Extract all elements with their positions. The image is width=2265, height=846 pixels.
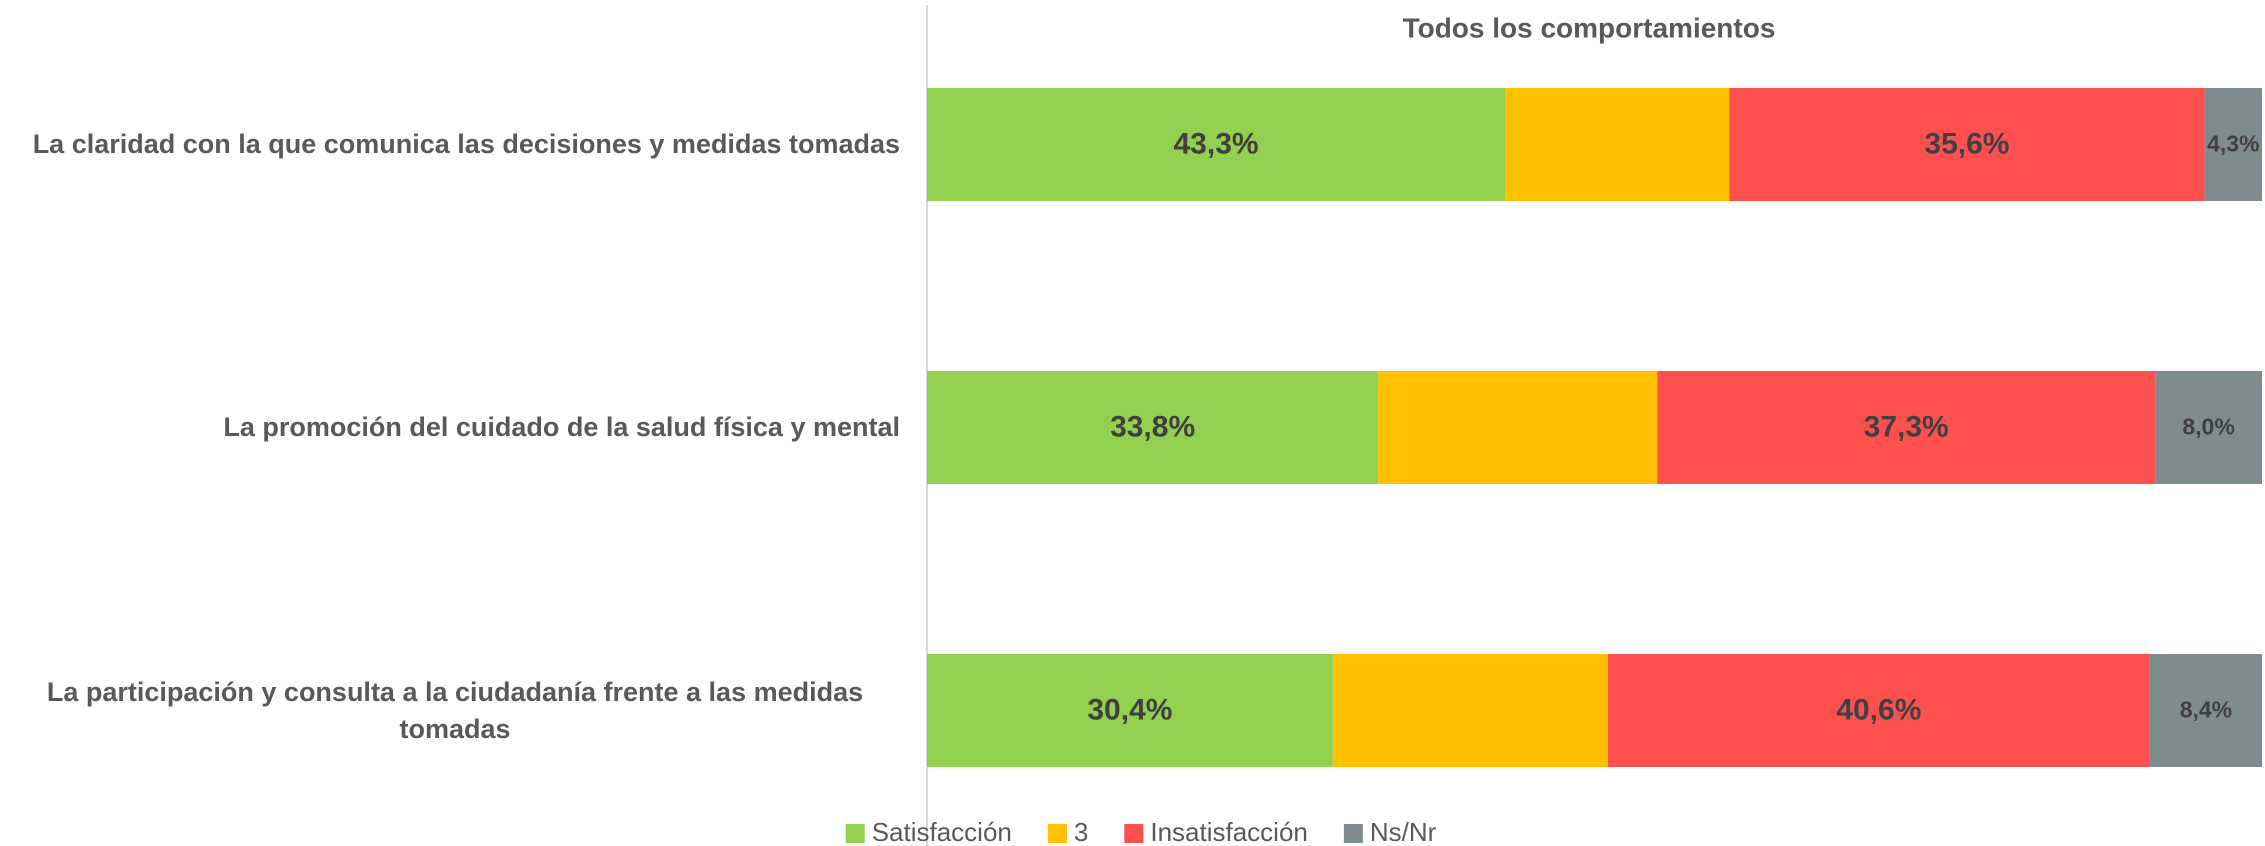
chart-title: Todos los comportamientos bbox=[1403, 12, 1776, 43]
bar-segment bbox=[2149, 654, 2262, 767]
category-label-box: La claridad con la que comunica las deci… bbox=[0, 88, 900, 201]
legend-swatch bbox=[1124, 824, 1144, 843]
legend-swatch bbox=[845, 824, 865, 843]
value-label: 8,0% bbox=[2182, 414, 2234, 440]
category-label-box: La participación y consulta a la ciudada… bbox=[0, 654, 900, 767]
legend-label: Satisfacción bbox=[872, 817, 1012, 846]
legend-swatch bbox=[1047, 824, 1067, 843]
bar-segment bbox=[1378, 371, 1658, 484]
legend-label: Insatisfacción bbox=[1150, 817, 1308, 846]
value-label: 4,3% bbox=[2207, 131, 2259, 157]
value-label: 43,3% bbox=[1173, 127, 1258, 160]
legend-label: Ns/Nr bbox=[1370, 817, 1437, 846]
bar-segment bbox=[1607, 654, 2150, 767]
legend-swatch bbox=[1343, 824, 1363, 843]
value-label: 40,6% bbox=[1836, 693, 1921, 726]
category-label: La participación y consulta a la ciudada… bbox=[46, 677, 864, 744]
legend-label: 3 bbox=[1074, 817, 1088, 846]
bar-segment bbox=[1729, 88, 2205, 201]
category-label-box: La promoción del cuidado de la salud fís… bbox=[0, 371, 900, 484]
bar-segment bbox=[927, 654, 1333, 767]
category-label: La claridad con la que comunica las deci… bbox=[32, 129, 900, 160]
bar-segment bbox=[927, 371, 1379, 484]
value-label: 35,6% bbox=[1924, 127, 2009, 160]
bar-segment bbox=[927, 88, 1506, 201]
bar-segment bbox=[1332, 654, 1608, 767]
bar-segment bbox=[2155, 371, 2262, 484]
value-label: 30,4% bbox=[1087, 693, 1172, 726]
bar-segment bbox=[2204, 88, 2262, 201]
bar-segment bbox=[1505, 88, 1730, 201]
bar-segment bbox=[1657, 371, 2156, 484]
value-label: 37,3% bbox=[1864, 410, 1949, 443]
category-label: La promoción del cuidado de la salud fís… bbox=[223, 412, 900, 443]
value-label: 8,4% bbox=[2180, 697, 2232, 723]
value-label: 33,8% bbox=[1110, 410, 1195, 443]
